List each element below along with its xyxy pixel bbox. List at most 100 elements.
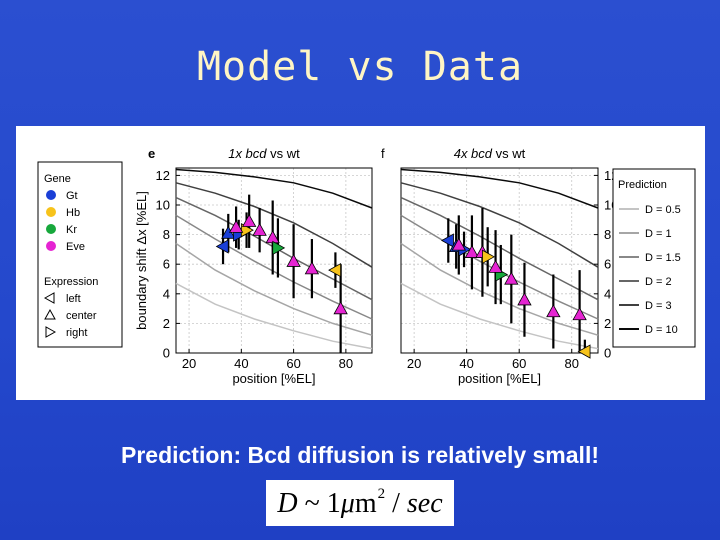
panel-title-emph: 4x bcd [454,146,493,161]
prediction-curve [400,196,599,301]
legend-gene-label: Hb [66,207,80,219]
panel-title-rest: vs wt [267,146,301,161]
x-axis-label: position [%EL] [458,371,541,386]
y-tick-label: 4 [163,286,170,301]
panel-title-rest: vs wt [492,146,526,161]
y-tick-label: 4 [604,286,611,301]
legend-prediction-label: D = 1.5 [645,252,681,264]
y-tick-label: 0 [163,346,170,361]
data-point [451,237,466,251]
data-point [517,292,532,306]
legend-gene-dot [46,241,56,251]
panel-title-emph: 1x bcd [228,146,267,161]
y-tick-label: 8 [163,227,170,242]
legend-prediction-label: D = 1 [645,228,672,240]
legend-prediction-label: D = 0.5 [645,204,681,216]
formula-unit: m [354,488,377,519]
prediction-curve [400,242,599,336]
legend-prediction: Prediction D = 0.5 D = 1 D = 1.5 D = 2 D = 3 D… [612,168,696,348]
figure-panel: 20 40 60 80 0 2 4 6 8 10 12 position [%EL] boundary … [16,126,705,400]
panel-title: 4x bcd vs wt [454,146,526,161]
formula-slash: / [392,488,400,519]
data-point [228,219,244,233]
x-tick-label: 60 [286,356,300,371]
x-tick-label: 40 [234,356,248,371]
legend-prediction-label: D = 2 [645,276,672,288]
legend-expression-marker [43,292,55,304]
legend-expression-title: Expression [44,276,98,288]
formula-box: D ~ 1μm2 / sec [266,480,454,526]
y-tick-label: 6 [163,257,170,272]
formula-num: 1 [326,488,341,519]
data-point [241,213,257,227]
prediction-curve [175,168,373,209]
legend-gene-label: Eve [66,241,85,253]
formula-per: sec [406,488,443,519]
legend-prediction-label: D = 10 [645,324,678,336]
panel-letter: e [148,146,155,161]
legend-gene-dot [46,190,56,200]
formula-rel: ~ [304,488,320,519]
x-tick-label: 20 [182,356,196,371]
prediction-curve [400,168,599,209]
data-point [577,344,591,359]
data-point [215,239,229,254]
data-point [328,262,342,278]
prediction-curve [175,282,373,350]
prediction-curve [400,182,599,268]
panel-title: 1x bcd vs wt [228,146,300,161]
data-point [272,240,286,256]
y-axis-label: boundary shift Δx [%EL] [134,191,149,330]
caption: Prediction: Bcd diffusion is relatively … [120,442,599,468]
legend-gene-title: Gene [44,173,71,185]
x-tick-label: 80 [564,356,578,371]
x-tick-label: 60 [512,356,526,371]
y-tick-label: 2 [604,316,611,331]
y-tick-label: 10 [156,198,170,213]
legend-left: Gene Gt Hb Kr Eve Expression left center right [37,161,123,348]
plot-frame [175,167,373,354]
data-point [286,253,301,267]
data-point [488,259,503,273]
chart-panel-e: 20 40 60 80 0 2 4 6 8 10 12 position [%EL] boundary … [134,146,373,386]
x-tick-label: 40 [459,356,473,371]
legend-prediction-label: D = 3 [645,300,672,312]
prediction-curve [175,214,373,320]
y-tick-label: 0 [604,346,611,361]
prediction-curve [175,182,373,268]
prediction-curve [400,282,599,350]
panel-letter: f [381,146,385,161]
data-point [304,261,320,275]
formula-lhs: D [277,488,298,519]
prediction-curve [175,242,373,336]
data-point [482,249,496,264]
y-tick-label: 2 [163,316,170,331]
legend-expression-label: left [66,293,81,305]
data-point [252,222,267,236]
formula-exp: 2 [377,486,386,502]
x-tick-label: 20 [407,356,421,371]
data-point [572,307,587,321]
legend-expression-label: center [66,310,97,322]
data-point [333,301,348,315]
legend-gene-label: Kr [66,224,77,236]
legend-gene-dot [46,207,56,217]
legend-expression-label: right [66,327,87,339]
legend-expression-marker [45,326,57,338]
legend-gene-dot [46,224,56,234]
data-point [464,245,480,258]
x-axis-label: position [%EL] [232,371,315,386]
y-tick-label: 12 [156,168,170,183]
legend-gene-label: Gt [66,190,78,202]
y-tick-label: 8 [604,227,611,242]
data-point [440,233,454,248]
data-point [546,304,561,318]
slide-title: Model vs Data [196,44,524,90]
y-tick-label: 6 [604,257,611,272]
data-point [504,271,519,285]
legend-expression-marker [44,308,56,320]
legend-prediction-title: Prediction [618,179,667,191]
formula-mu: μ [340,488,355,519]
